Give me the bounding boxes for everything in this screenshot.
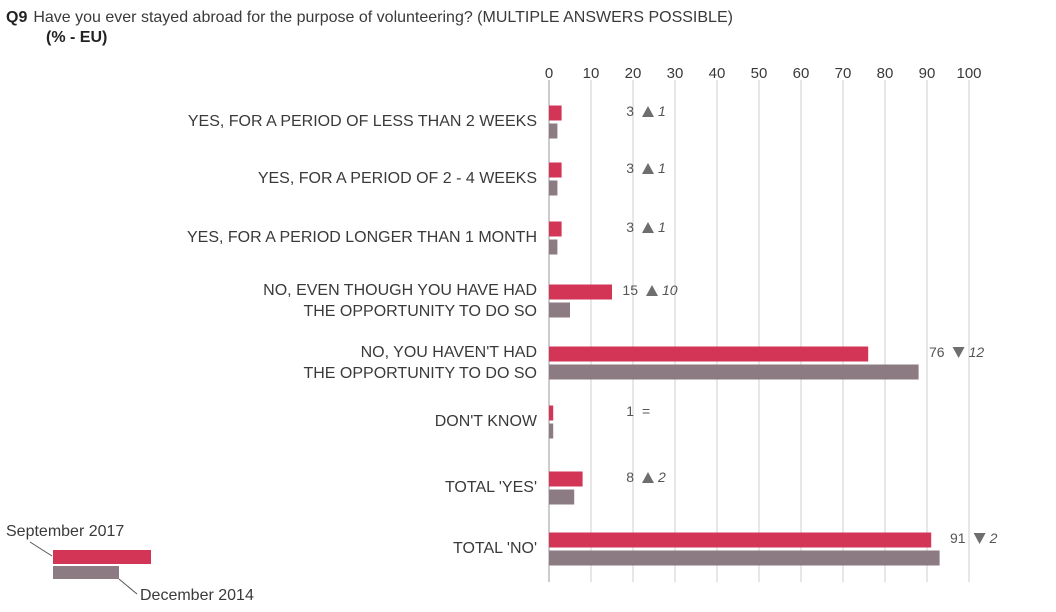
value-label: 15: [622, 282, 638, 298]
legend-swatch-previous: [53, 566, 119, 579]
bar-september-2017: [549, 405, 554, 421]
category-label: YES, FOR A PERIOD OF LESS THAN 2 WEEKS: [188, 113, 537, 130]
change-value-label: 1: [658, 103, 666, 119]
x-tick-label: 90: [919, 65, 936, 82]
bar-december-2014: [549, 550, 940, 566]
change-up-arrow-icon: [642, 222, 654, 233]
bar-september-2017: [549, 221, 562, 237]
x-tick-label: 50: [751, 65, 768, 82]
category-label: TOTAL 'NO': [453, 540, 537, 557]
bar-september-2017: [549, 532, 932, 548]
legend-leader-line: [118, 578, 138, 595]
category-label: THE OPPORTUNITY TO DO SO: [303, 303, 537, 320]
value-label: 3: [626, 219, 634, 235]
x-tick-label: 100: [956, 65, 981, 82]
change-value-label: 2: [657, 469, 666, 485]
bar-december-2014: [549, 302, 570, 318]
x-tick-label: 40: [709, 65, 726, 82]
change-up-arrow-icon: [646, 285, 658, 296]
value-label: 3: [626, 103, 634, 119]
value-label: 3: [626, 160, 634, 176]
value-label: 91: [950, 530, 966, 546]
question-text: Have you ever stayed abroad for the purp…: [33, 9, 733, 26]
category-label: NO, EVEN THOUGH YOU HAVE HAD: [263, 282, 537, 299]
change-value-label: 1: [658, 219, 666, 235]
change-up-arrow-icon: [642, 163, 654, 174]
x-tick-label: 20: [625, 65, 642, 82]
bar-december-2014: [549, 364, 919, 380]
category-label: NO, YOU HAVEN'T HAD: [361, 344, 537, 361]
category-label: TOTAL 'YES': [445, 479, 537, 496]
x-tick-label: 80: [877, 65, 894, 82]
bar-september-2017: [549, 284, 612, 300]
value-label: 76: [929, 344, 945, 360]
bar-september-2017: [549, 105, 562, 121]
legend-swatch-current: [53, 550, 151, 564]
bar-december-2014: [549, 180, 558, 196]
bar-december-2014: [549, 123, 558, 139]
legend-label-current: September 2017: [6, 523, 124, 540]
category-label: YES, FOR A PERIOD OF 2 - 4 WEEKS: [258, 170, 537, 187]
change-down-arrow-icon: [952, 347, 965, 358]
category-label: THE OPPORTUNITY TO DO SO: [303, 365, 537, 382]
legend-leader-line: [29, 541, 53, 557]
change-value-label: 12: [969, 344, 985, 360]
change-value-label: 10: [662, 282, 678, 298]
change-down-arrow-icon: [973, 533, 986, 544]
change-value-label: 1: [658, 160, 666, 176]
bar-september-2017: [549, 471, 583, 487]
change-value-label: 2: [989, 530, 998, 546]
bar-december-2014: [549, 239, 558, 255]
change-equal-label: =: [642, 403, 650, 419]
chart-subtitle: (% - EU): [46, 29, 108, 46]
question-line: Q9 Have you ever stayed abroad for the pu…: [6, 8, 1046, 28]
x-tick-label: 0: [545, 65, 553, 82]
change-up-arrow-icon: [642, 106, 654, 117]
chart-header: Q9 Have you ever stayed abroad for the pu…: [6, 8, 1046, 48]
bar-december-2014: [549, 423, 554, 439]
value-label: 8: [626, 469, 634, 485]
x-tick-label: 60: [793, 65, 810, 82]
question-number: Q9: [6, 9, 28, 26]
x-tick-label: 30: [667, 65, 684, 82]
bar-december-2014: [549, 489, 575, 505]
change-up-arrow-icon: [642, 472, 654, 483]
x-tick-label: 10: [583, 65, 600, 82]
value-label: 1: [626, 403, 634, 419]
x-tick-label: 70: [835, 65, 852, 82]
category-label: DON'T KNOW: [435, 413, 538, 430]
bar-september-2017: [549, 346, 869, 362]
category-label: YES, FOR A PERIOD LONGER THAN 1 MONTH: [187, 229, 537, 246]
bar-september-2017: [549, 162, 562, 178]
legend-label-previous: December 2014: [140, 587, 254, 604]
